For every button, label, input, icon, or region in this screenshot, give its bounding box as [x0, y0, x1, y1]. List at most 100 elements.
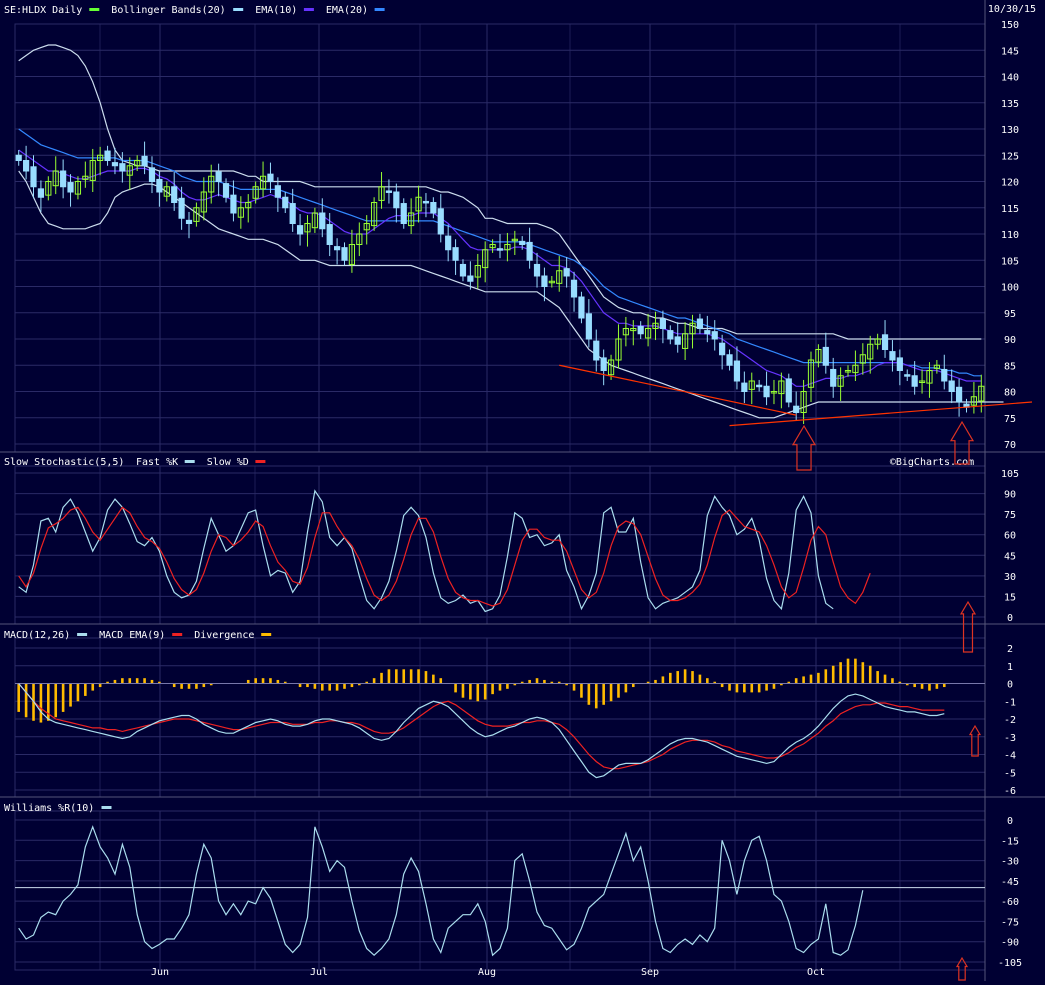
price-tick-label: 130 [1001, 125, 1019, 136]
williams-tick-label: -105 [998, 958, 1022, 969]
price-candle-body [533, 263, 541, 277]
price-candle-body [97, 154, 104, 161]
macd-divergence-bar [128, 678, 132, 684]
price-candle-body [748, 380, 755, 390]
macd-divergence-bar [698, 674, 702, 684]
price-candle-body [659, 318, 667, 329]
macd-divergence-bar [24, 683, 28, 718]
price-candle-body [141, 155, 148, 167]
price-candle-body [356, 233, 363, 245]
macd-divergence-bar [883, 674, 887, 684]
price-candle-body [193, 207, 200, 222]
price-legend-swatch-1 [233, 8, 244, 11]
macd-divergence-bar [617, 683, 620, 698]
macd-divergence-bar [942, 683, 946, 688]
macd-divergence-bar [202, 683, 206, 688]
macd-divergence-bar [424, 671, 428, 684]
macd-divergence-bar [654, 679, 657, 684]
up-arrow-price-recent [949, 420, 975, 465]
macd-divergence-bar [757, 683, 761, 693]
macd-divergence-bar [91, 683, 95, 691]
macd-divergence-bar [402, 669, 406, 684]
macd-divergence-bar [661, 676, 665, 684]
price-candle-body [630, 328, 637, 332]
macd-divergence-bar [713, 681, 717, 684]
macd-legend-swatch-2 [261, 633, 272, 636]
price-tick-label: 105 [1001, 256, 1019, 267]
price-legend-swatch-3 [374, 8, 385, 11]
macd-divergence-bar [498, 683, 502, 691]
month-label-oct: Oct [807, 967, 825, 978]
price-candle-body [15, 154, 22, 161]
price-candle-body [252, 186, 259, 199]
stoch-tick-label: 15 [1004, 592, 1016, 603]
macd-divergence-bar [61, 683, 65, 712]
price-candle-body [89, 160, 96, 181]
macd-divergence-bar [306, 683, 309, 688]
macd-divergence-bar [572, 683, 576, 691]
price-candle-body [393, 191, 400, 209]
price-candle-body [459, 263, 467, 277]
price-candle-body [82, 175, 89, 180]
price-candle-body [282, 196, 289, 209]
macd-legend-swatch-1 [172, 633, 183, 636]
macd-divergence-bar [409, 669, 413, 684]
macd-divergence-bar [98, 683, 102, 688]
macd-divergence-bar [469, 683, 472, 700]
price-candle-body [689, 322, 696, 335]
macd-divergence-bar [669, 672, 672, 684]
price-candle-body [111, 162, 119, 167]
macd-divergence-bar [794, 678, 798, 684]
macd-divergence-bar [335, 683, 339, 691]
price-candle-body [259, 175, 267, 190]
macd-legend-label-2: Divergence [194, 630, 254, 641]
macd-divergence-bar [17, 683, 21, 712]
price-tick-label: 135 [1001, 99, 1019, 110]
price-candle-body [696, 318, 704, 329]
price-legend-swatch-0 [89, 8, 100, 11]
macd-divergence-bar [269, 678, 272, 684]
price-candle-body [941, 368, 948, 382]
macd-divergence-bar [587, 683, 591, 705]
price-candle-body [496, 248, 504, 251]
macd-tick-label: -2 [1004, 715, 1016, 726]
macd-tick-label: -5 [1004, 768, 1016, 779]
macd-divergence-bar [54, 683, 58, 718]
macd-divergence-bar [802, 676, 805, 684]
macd-divergence-bar [928, 683, 931, 691]
macd-divergence-bar [750, 683, 754, 693]
chart-date-label: 10/30/15 [988, 4, 1036, 15]
macd-divergence-bar [706, 678, 709, 684]
price-candle-body [274, 185, 281, 198]
macd-divergence-bar [298, 683, 302, 688]
price-candle-body [918, 380, 926, 383]
stoch-legend-swatch-2 [255, 460, 266, 463]
macd-tick-label: 1 [1007, 662, 1013, 673]
price-candle-body [844, 370, 852, 373]
price-candle-body [711, 331, 718, 340]
macd-tick-label: -1 [1004, 697, 1016, 708]
stoch-tick-label: 75 [1004, 510, 1016, 521]
price-candle-body [178, 197, 185, 219]
macd-divergence-bar [765, 683, 768, 691]
price-candle-body [652, 322, 659, 329]
macd-divergence-bar [358, 683, 361, 686]
price-candle-body [785, 378, 792, 403]
price-candle-body [733, 360, 741, 382]
price-candle-body [415, 196, 422, 212]
macd-divergence-bar [898, 681, 902, 684]
macd-divergence-bar [491, 683, 494, 695]
macd-divergence-bar [372, 678, 376, 684]
price-candle-body [482, 249, 489, 269]
price-candle-body [822, 346, 829, 366]
price-candle-body [437, 208, 444, 235]
macd-divergence-bar [158, 681, 161, 684]
price-candle-body [222, 183, 230, 198]
stoch-legend-label-0: Slow Stochastic(5,5) [4, 457, 124, 468]
williams-legend-label-0: Williams %R(10) [4, 803, 94, 814]
price-candle-body [600, 357, 607, 371]
price-candle-body [637, 325, 644, 335]
macd-divergence-bar [209, 683, 213, 686]
macd-divergence-bar [631, 683, 635, 688]
